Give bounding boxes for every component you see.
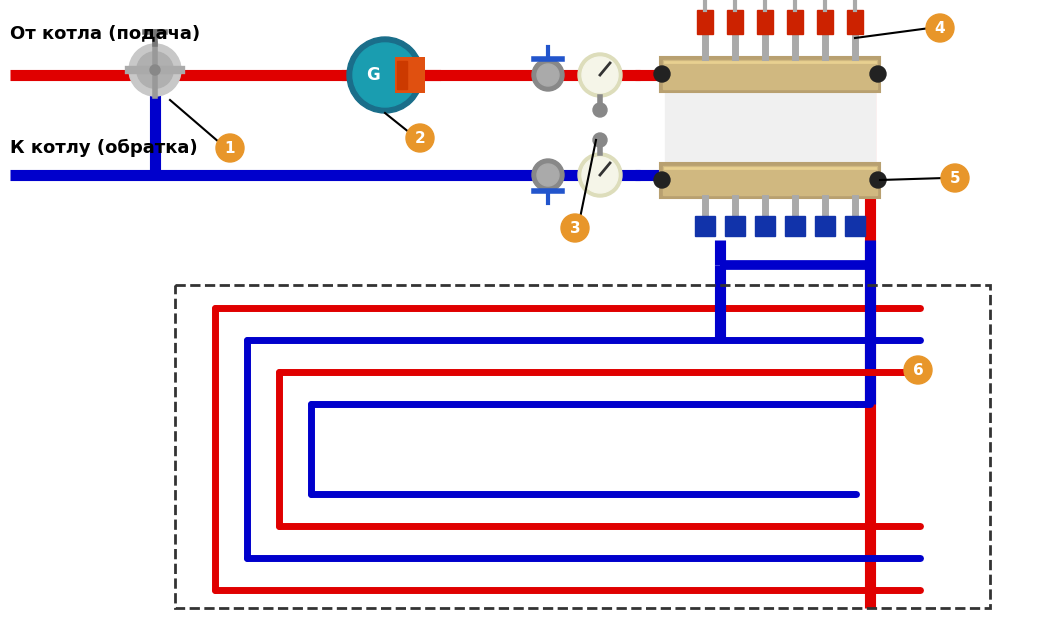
Text: К котлу (обратка): К котлу (обратка)	[11, 139, 198, 157]
Circle shape	[150, 65, 160, 75]
Circle shape	[537, 164, 559, 186]
Circle shape	[593, 133, 607, 147]
Circle shape	[217, 134, 244, 162]
Text: От котла (подача): От котла (подача)	[11, 24, 200, 42]
Circle shape	[582, 57, 618, 93]
Circle shape	[904, 356, 932, 384]
Bar	[755, 216, 775, 236]
Bar	[727, 10, 743, 34]
Bar	[663, 60, 877, 89]
Bar	[660, 163, 880, 198]
Circle shape	[941, 164, 969, 192]
Bar	[757, 10, 772, 34]
Circle shape	[561, 214, 589, 242]
Bar	[695, 216, 715, 236]
Bar	[665, 92, 875, 163]
Bar	[697, 10, 713, 34]
Bar	[660, 57, 880, 92]
Text: 1: 1	[225, 140, 235, 156]
Circle shape	[406, 124, 434, 152]
Circle shape	[578, 53, 622, 97]
Circle shape	[578, 153, 622, 197]
Bar	[395, 57, 425, 93]
Bar	[845, 216, 865, 236]
Circle shape	[137, 52, 173, 88]
Bar	[725, 216, 745, 236]
Bar	[663, 166, 877, 195]
Bar	[817, 10, 833, 34]
Bar	[176, 285, 990, 608]
Circle shape	[870, 66, 886, 82]
Circle shape	[926, 14, 954, 42]
Circle shape	[870, 172, 886, 188]
Text: 5: 5	[950, 171, 961, 185]
Text: G: G	[366, 66, 379, 84]
Bar	[847, 10, 863, 34]
Bar	[787, 10, 803, 34]
Circle shape	[353, 43, 417, 107]
Bar	[815, 216, 834, 236]
Circle shape	[593, 103, 607, 117]
Circle shape	[582, 157, 618, 193]
Text: 4: 4	[934, 20, 945, 35]
Circle shape	[654, 66, 669, 82]
Circle shape	[532, 159, 564, 191]
Text: 2: 2	[415, 130, 426, 145]
Bar	[785, 216, 805, 236]
Circle shape	[532, 59, 564, 91]
Circle shape	[347, 37, 423, 113]
Text: 3: 3	[570, 221, 580, 235]
Circle shape	[129, 44, 181, 96]
Circle shape	[654, 172, 669, 188]
Circle shape	[537, 64, 559, 86]
Text: 6: 6	[912, 363, 924, 378]
Bar	[397, 61, 407, 89]
